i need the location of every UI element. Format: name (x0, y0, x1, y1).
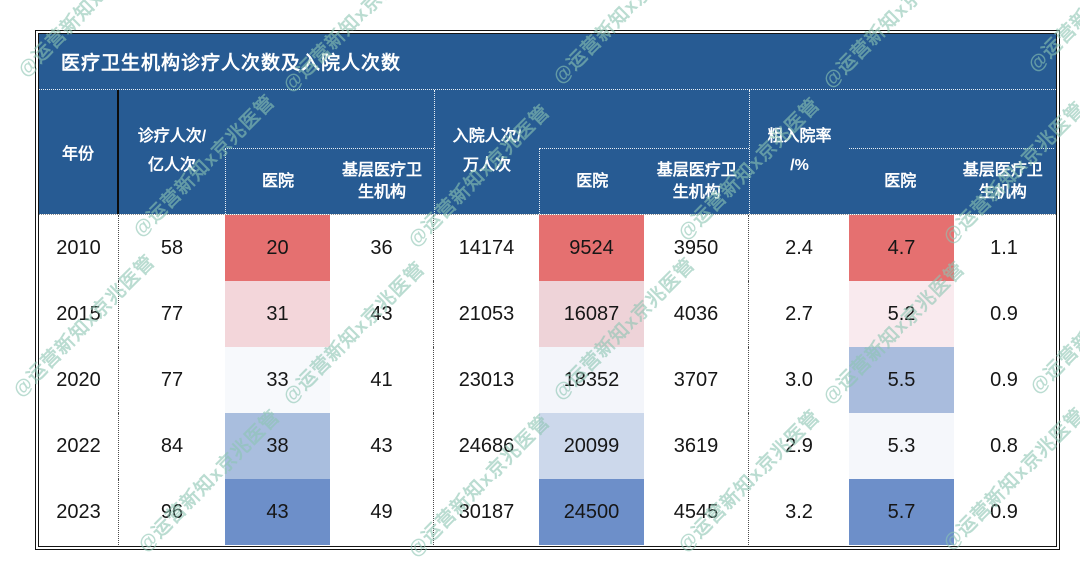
header-admissions-line2: 万人次 (462, 157, 511, 174)
data-cell: 2.4 (785, 236, 813, 259)
data-cell: 77 (160, 368, 184, 391)
header-outpatient-line2: 亿人次 (147, 157, 196, 174)
data-cell: 18352 (539, 347, 644, 413)
data-cell: 33 (225, 347, 330, 413)
data-cell: 9524 (539, 215, 644, 281)
header-outpatient-hospital: 医院 (261, 172, 294, 190)
data-cell: 23013 (458, 368, 515, 391)
year-cell: 2015 (39, 281, 119, 347)
data-cell: 41 (330, 347, 434, 413)
table-frame: 医疗卫生机构诊疗人次数及入院人次数 年份 诊疗人次/ 亿人次 医院 基层医疗卫生… (35, 30, 1060, 550)
data-cell: 5.2 (849, 281, 954, 347)
year-cell: 2020 (39, 347, 119, 413)
data-cell: 0.9 (990, 368, 1018, 391)
data-cell: 3.0 (785, 368, 813, 391)
data-cell: 21053 (458, 302, 515, 325)
header-admissions-primary-care: 基层医疗卫生机构 (656, 161, 737, 201)
data-cell: 4545 (644, 479, 749, 545)
data-cell: 2.7 (785, 302, 813, 325)
table: 医疗卫生机构诊疗人次数及入院人次数 年份 诊疗人次/ 亿人次 医院 基层医疗卫生… (38, 33, 1057, 547)
data-cell: 20 (225, 215, 330, 281)
year-cell: 2022 (39, 413, 119, 479)
table-header: 年份 诊疗人次/ 亿人次 医院 基层医疗卫生机构 入院人次/ 万人次 医院 基层… (39, 90, 1056, 214)
header-year: 年份 (39, 90, 119, 214)
data-cell: 3950 (644, 215, 749, 281)
data-cell: 16087 (539, 281, 644, 347)
data-cell: 5.3 (849, 413, 954, 479)
header-admissions: 入院人次/ 万人次 (434, 90, 539, 214)
data-cell: 14174 (458, 236, 515, 259)
data-cell: 3619 (644, 413, 749, 479)
data-cell: 24686 (458, 434, 515, 457)
data-cell: 3.2 (785, 500, 813, 523)
header-admission-rate-line2: /% (790, 157, 809, 174)
data-cell: 0.8 (990, 434, 1018, 457)
header-admission-rate-primary-care: 基层医疗卫生机构 (962, 161, 1043, 201)
data-cell: 3707 (644, 347, 749, 413)
data-cell: 43 (330, 281, 434, 347)
header-outpatient-visits: 诊疗人次/ 亿人次 (119, 90, 225, 214)
table-title: 医疗卫生机构诊疗人次数及入院人次数 (39, 34, 1056, 90)
data-cell: 38 (225, 413, 330, 479)
data-cell: 5.5 (849, 347, 954, 413)
data-cell: 36 (330, 215, 434, 281)
data-cell: 4.7 (849, 215, 954, 281)
data-cell: 24500 (539, 479, 644, 545)
header-admissions-line1: 入院人次/ (452, 128, 522, 146)
header-admission-rate-subgroup: 医院 基层医疗卫生机构 (849, 148, 1054, 214)
year-cell: 2023 (39, 479, 119, 545)
header-admission-rate: 粗入院率 /% (749, 90, 849, 214)
data-cell: 43 (330, 413, 434, 479)
data-cell: 20099 (539, 413, 644, 479)
header-admission-rate-line1: 粗入院率 (767, 128, 832, 146)
data-cell: 49 (330, 479, 434, 545)
data-cell: 30187 (458, 500, 515, 523)
data-cell: 43 (225, 479, 330, 545)
data-cell: 2.9 (785, 434, 813, 457)
year-cell: 2010 (39, 215, 119, 281)
data-cell: 0.9 (990, 302, 1018, 325)
data-cell: 0.9 (990, 500, 1018, 523)
data-cell: 96 (160, 500, 184, 523)
data-cell: 84 (160, 434, 184, 457)
data-cell: 4036 (644, 281, 749, 347)
data-cell: 58 (160, 236, 184, 259)
data-cell: 5.7 (849, 479, 954, 545)
header-outpatient-subgroup: 医院 基层医疗卫生机构 (225, 148, 434, 214)
header-admission-rate-hospital: 医院 (884, 172, 917, 190)
header-outpatient-line1: 诊疗人次/ (137, 128, 207, 146)
data-cell: 31 (225, 281, 330, 347)
data-cell: 77 (160, 302, 184, 325)
table-body: 2010 58 20 36 14174 9524 3950 2.4 4.7 1.1 2015 77 31… (39, 214, 1056, 546)
header-admissions-hospital: 医院 (576, 172, 609, 190)
data-cell: 1.1 (990, 236, 1018, 259)
header-outpatient-primary-care: 基层医疗卫生机构 (341, 161, 422, 201)
header-admissions-subgroup: 医院 基层医疗卫生机构 (539, 148, 749, 214)
